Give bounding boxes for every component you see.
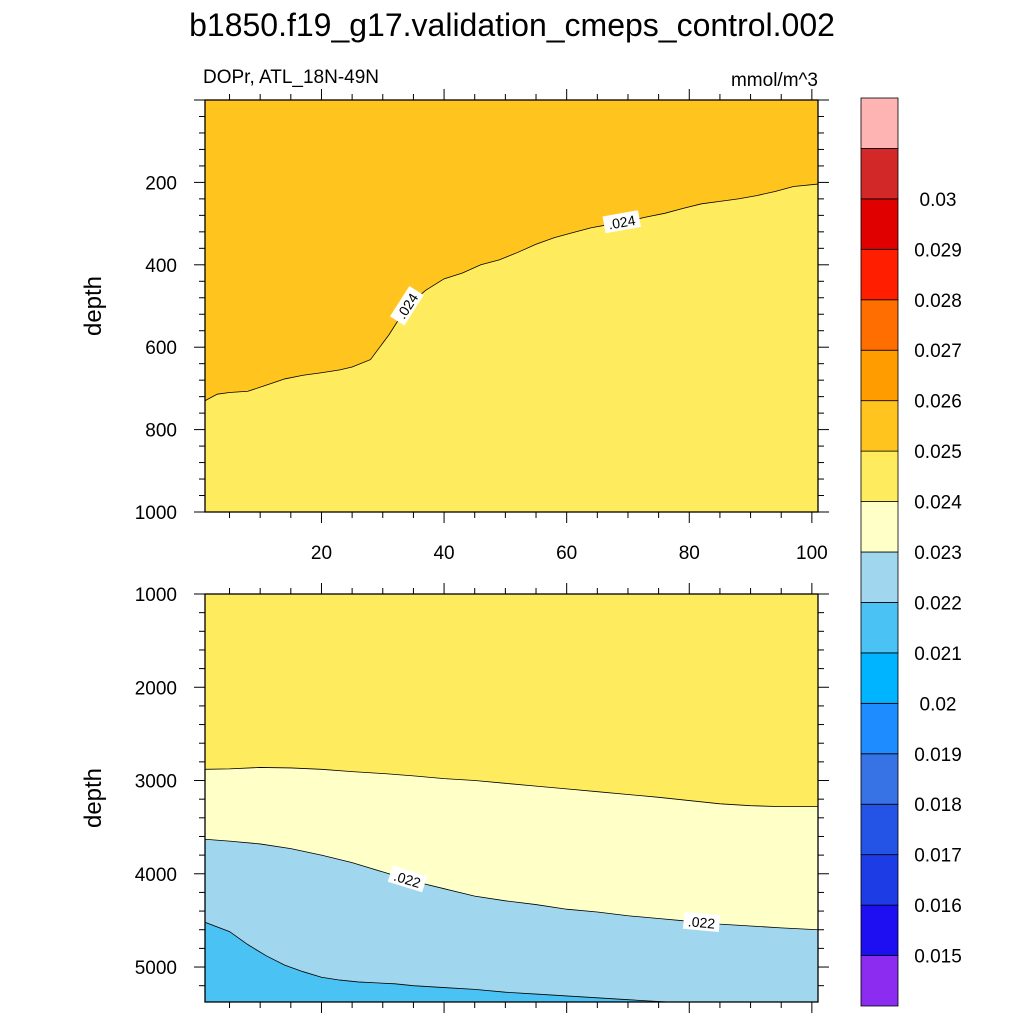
colorbar-swatch [860,501,899,553]
lower-y-tick-label: 1000 [135,585,177,606]
lower-contour-line-0.021 [205,921,678,1002]
upper-contour-panel: DOPr, ATL_18N-49N mmol/m^3 depth .024.02… [80,67,829,564]
colorbar-swatch [860,551,899,603]
upper-y-tick-label: 600 [145,338,177,359]
colorbar-label: 0.018 [914,795,962,816]
colorbar-label: 0.029 [914,240,962,261]
colorbar-swatch [860,400,899,452]
upper-contour-label-text: .024 [607,212,637,233]
colorbar-label: 0.016 [914,896,962,917]
upper-y-tick-label: 400 [145,256,177,277]
upper-axes: 20 40 60 80 100 200 400 600 800 1000 [135,89,829,564]
upper-x-tick-label: 60 [556,543,577,564]
colorbar-label: 0.028 [914,291,962,312]
upper-y-tick-label: 800 [145,421,177,442]
colorbar-label: 0.024 [914,493,962,514]
units-label: mmol/m^3 [731,70,818,91]
lower-contour-label: .022 [682,911,721,933]
upper-region-0.023-0.024 [205,184,818,512]
colorbar-label: 0.019 [914,745,962,766]
upper-y-tick-label: 200 [145,173,177,194]
lower-region-0.020-0.021 [205,922,669,1002]
upper-y-axis-title: depth [80,276,107,336]
colorbar-swatch [860,904,899,956]
lower-y-tick-label: 4000 [135,865,177,886]
colorbar-swatch [860,198,899,250]
colorbar-label: 0.017 [914,846,962,867]
colorbar-swatch [860,955,899,1007]
colorbar-label: 0.022 [914,593,962,614]
colorbar-label: 0.03 [920,190,957,211]
upper-contour-label: .024 [602,210,641,234]
colorbar-swatch [860,652,899,704]
upper-x-tick-label: 40 [433,543,454,564]
colorbar-swatch [860,702,899,755]
upper-y-tick-label: 1000 [135,503,177,524]
upper-contour-line-0.024 [205,183,818,402]
colorbar-label: 0.025 [914,442,962,463]
colorbar-swatch [860,753,899,805]
colorbar-label: 0.026 [914,392,962,413]
colorbar-swatch [860,97,899,149]
colorbar-label: 0.021 [914,644,962,665]
lower-axes: 1000 2000 3000 4000 5000 [135,583,829,1013]
lower-y-tick-label: 2000 [135,678,177,699]
main-title: b1850.f19_g17.validation_cmeps_control.0… [189,7,835,43]
upper-x-tick-label: 100 [796,543,828,564]
lower-contour-label-text: .022 [687,913,716,931]
upper-plot-frame [204,99,819,513]
lower-contour-label-text: .022 [392,868,423,891]
colorbar: 0.015 0.016 0.017 0.018 0.019 0.02 0.021 0.022 0… [860,97,962,1007]
colorbar-swatch [860,803,899,856]
colorbar-label: 0.015 [914,947,962,968]
colorbar-swatch [860,450,899,502]
colorbar-swatch [860,602,899,654]
colorbar-label: 0.02 [920,694,957,715]
upper-x-tick-label: 20 [311,543,332,564]
colorbar-swatch [860,248,899,301]
colorbar-swatch [860,854,899,906]
lower-contour-line-0.023 [205,767,818,808]
upper-left-label: DOPr, ATL_18N-49N [203,67,379,88]
upper-x-tick-label: 80 [679,543,700,564]
lower-contour-label: .022 [387,865,428,893]
colorbar-swatch [860,349,899,402]
colorbar-swatch [860,148,899,200]
colorbar-label: 0.023 [914,543,962,564]
colorbar-swatch [860,299,899,351]
colorbar-label: 0.027 [914,341,962,362]
lower-region-0.021-0.022 [205,839,818,1002]
lower-y-tick-label: 5000 [135,958,177,979]
lower-contour-panel: depth .022 .022 1000 2000 3000 4000 5000 [80,583,829,1013]
lower-y-axis-title: depth [80,768,107,828]
lower-plot-frame [204,593,819,1003]
lower-y-tick-label: 3000 [135,772,177,793]
